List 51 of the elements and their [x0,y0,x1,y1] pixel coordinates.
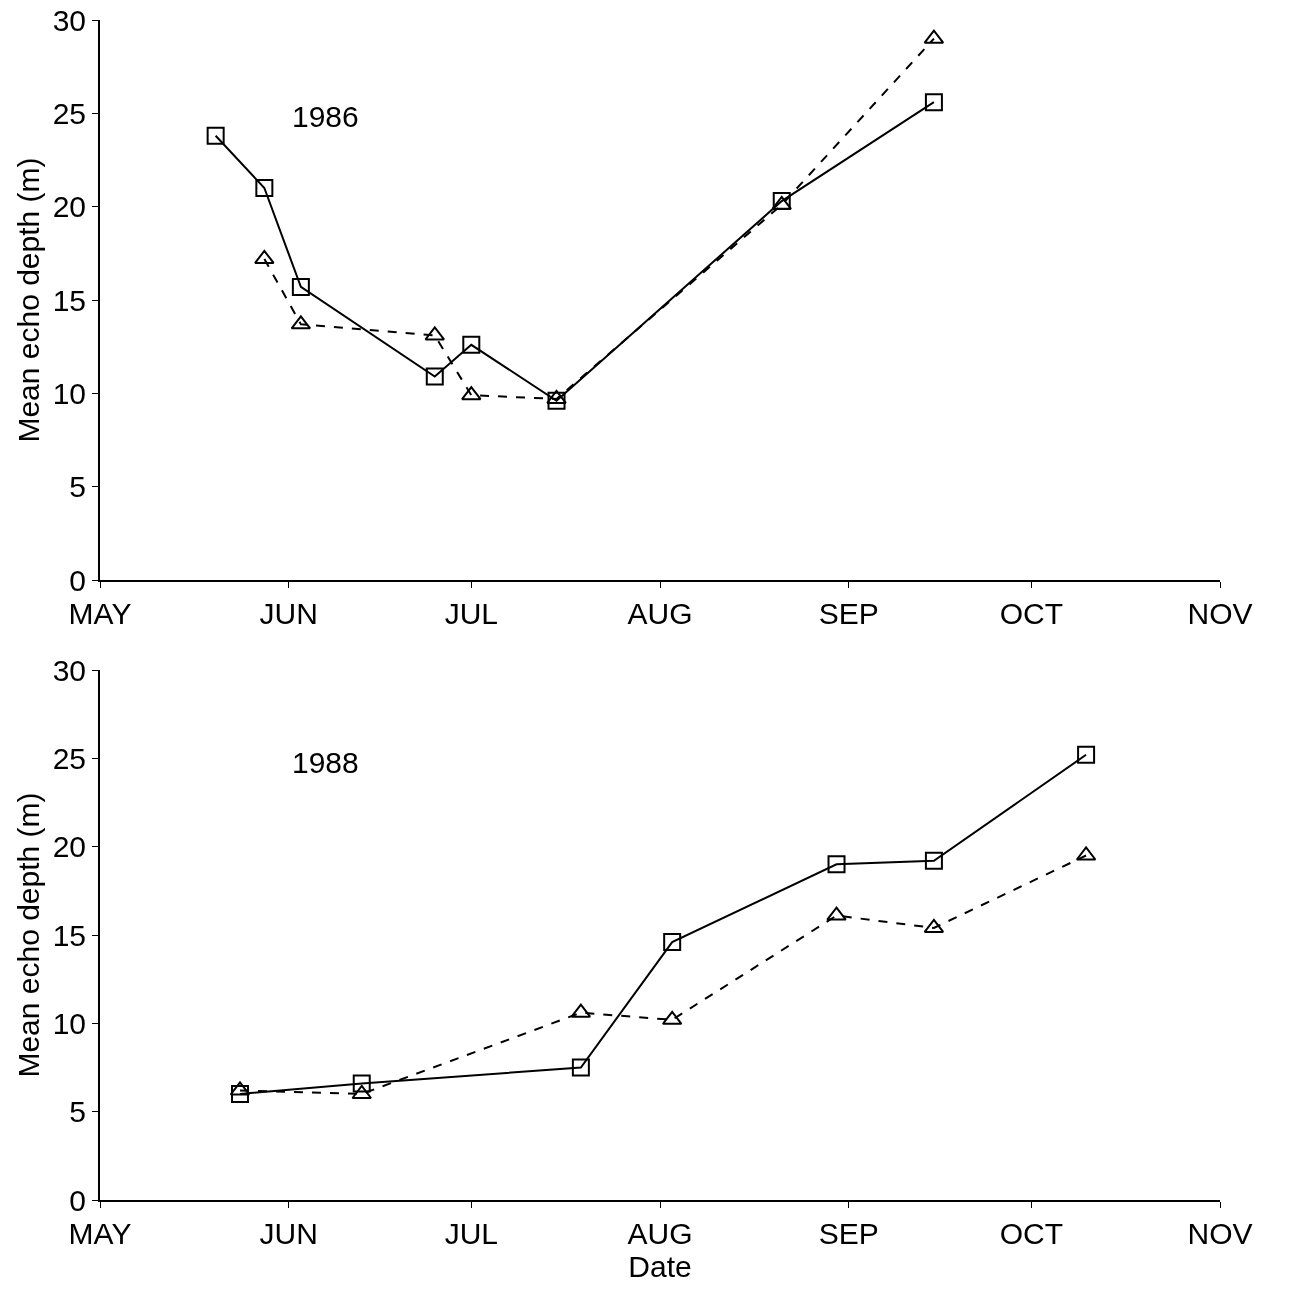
x-tick-label: OCT [999,1217,1063,1250]
annotation: 1986 [292,100,359,133]
x-tick-label: JUL [444,597,498,630]
point [571,1058,590,1077]
point [461,386,482,401]
y-tick-label: 5 [69,1095,86,1129]
y-tick-label: 25 [52,96,86,130]
point [231,1085,249,1103]
y-axis-title: Mean echo depth (m) [12,157,46,443]
x-tick-label: JUN [259,1217,318,1250]
y-tick-label: 0 [69,563,86,597]
point [924,851,943,870]
point [546,389,567,404]
x-tick-label: NOV [1187,1217,1253,1250]
x-tick-label: MAY [68,597,132,630]
x-tick-label: JUL [444,1217,498,1250]
x-tick-label: AUG [627,597,693,630]
y-axis-title: Mean echo depth (m) [12,792,46,1078]
y-tick-label: 10 [52,376,86,410]
y-tick-label: 15 [52,283,86,317]
x-tick-label: OCT [999,597,1063,630]
point [352,1074,371,1093]
x-tick-label: AUG [627,1217,693,1250]
point [255,179,274,197]
point [826,906,847,921]
point [462,335,481,354]
annotation: 1988 [292,746,359,779]
point [1077,745,1096,764]
x-tick-label: SEP [818,597,879,630]
point [425,367,444,386]
x-tick-label: SEP [818,1217,879,1250]
x-tick-label: JUN [259,597,318,630]
y-tick-label: 15 [52,918,86,952]
point [663,933,682,952]
y-tick-label: 30 [52,653,86,687]
y-tick-label: 0 [69,1183,86,1217]
point [827,855,846,874]
x-tick-label: NOV [1187,597,1253,630]
point [254,249,275,264]
y-tick-label: 20 [52,190,86,224]
x-tick-label: MAY [68,1217,132,1250]
point [206,126,225,145]
y-tick-label: 5 [69,470,86,504]
point [547,391,566,410]
y-tick-label: 20 [52,830,86,864]
y-tick-label: 30 [52,3,86,37]
x-axis-title: Date [628,1250,692,1283]
point [291,277,310,296]
point [924,93,943,112]
y-tick-label: 10 [52,1006,86,1040]
y-tick-label: 25 [52,741,86,775]
